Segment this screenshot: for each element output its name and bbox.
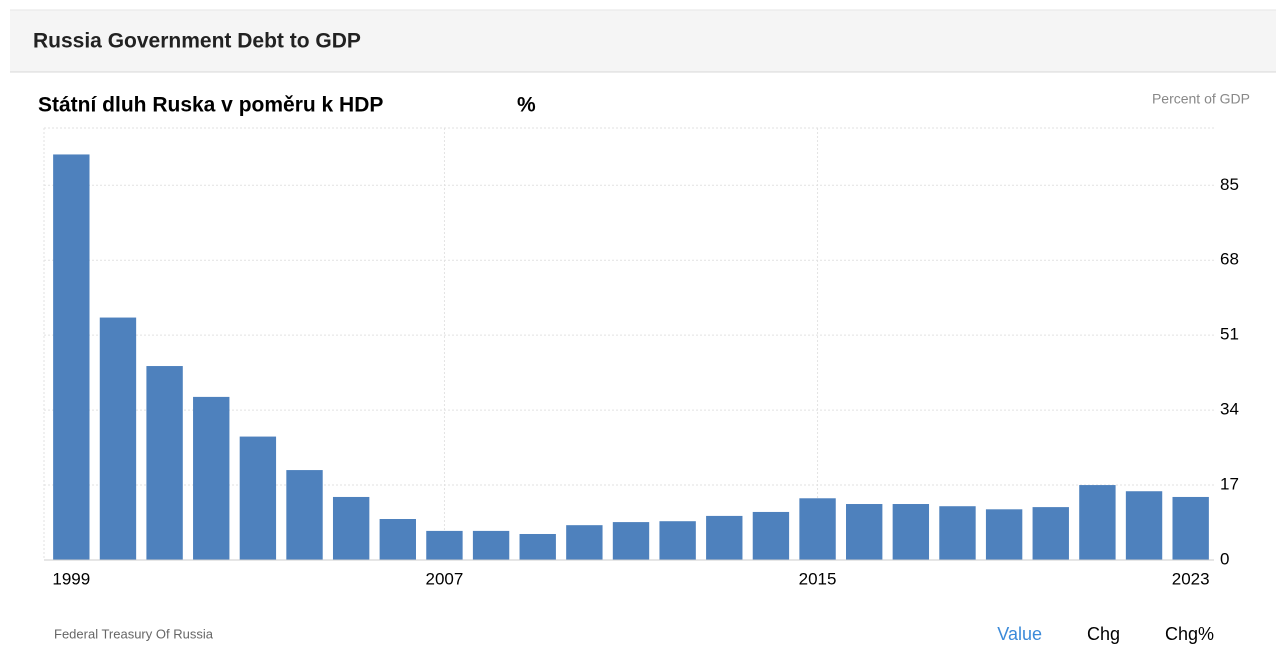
- bar: [566, 525, 603, 560]
- x-tick-label: 2023: [1172, 569, 1210, 588]
- y-tick-label: 68: [1220, 250, 1239, 269]
- x-tick-label: 2015: [799, 569, 837, 588]
- chart-unit: %: [517, 94, 536, 117]
- bar: [985, 509, 1023, 560]
- bar: [1172, 496, 1209, 560]
- y-tick-label: 17: [1220, 475, 1239, 494]
- y-tick-label: 0: [1220, 549, 1229, 568]
- bar: [379, 519, 416, 560]
- bar: [53, 154, 90, 560]
- chart-subtitle: Percent of GDP: [1152, 91, 1250, 107]
- bar: [752, 511, 790, 560]
- bar: [1125, 491, 1163, 560]
- header-title: Russia Government Debt to GDP: [33, 30, 361, 53]
- header-box: [10, 10, 1276, 72]
- bar: [659, 521, 696, 560]
- chg-pct-button[interactable]: Chg%: [1165, 624, 1214, 644]
- chart-title: Státní dluh Ruska v poměru k HDP: [38, 94, 383, 117]
- bar: [286, 470, 323, 560]
- y-tick-label: 85: [1220, 175, 1239, 194]
- bar: [706, 515, 743, 560]
- x-tick-label: 2007: [426, 569, 464, 588]
- bar: [799, 498, 836, 560]
- bar: [519, 533, 556, 560]
- bar: [892, 504, 930, 560]
- y-tick-label: 34: [1220, 400, 1239, 419]
- value-button[interactable]: Value: [997, 624, 1042, 644]
- bar: [99, 317, 137, 560]
- bar: [332, 496, 370, 560]
- chg-button[interactable]: Chg: [1087, 624, 1120, 644]
- x-tick-label: 1999: [52, 569, 90, 588]
- bar: [426, 530, 463, 560]
- bar: [146, 366, 183, 560]
- bar: [939, 506, 976, 560]
- bar: [612, 522, 650, 560]
- bar: [1032, 507, 1069, 560]
- bar: [239, 436, 277, 560]
- bar: [193, 396, 230, 560]
- y-tick-label: 51: [1220, 325, 1239, 344]
- bar: [1079, 485, 1116, 560]
- source: Federal Treasury Of Russia: [54, 626, 214, 641]
- bar: [472, 530, 510, 560]
- bar: [846, 504, 883, 560]
